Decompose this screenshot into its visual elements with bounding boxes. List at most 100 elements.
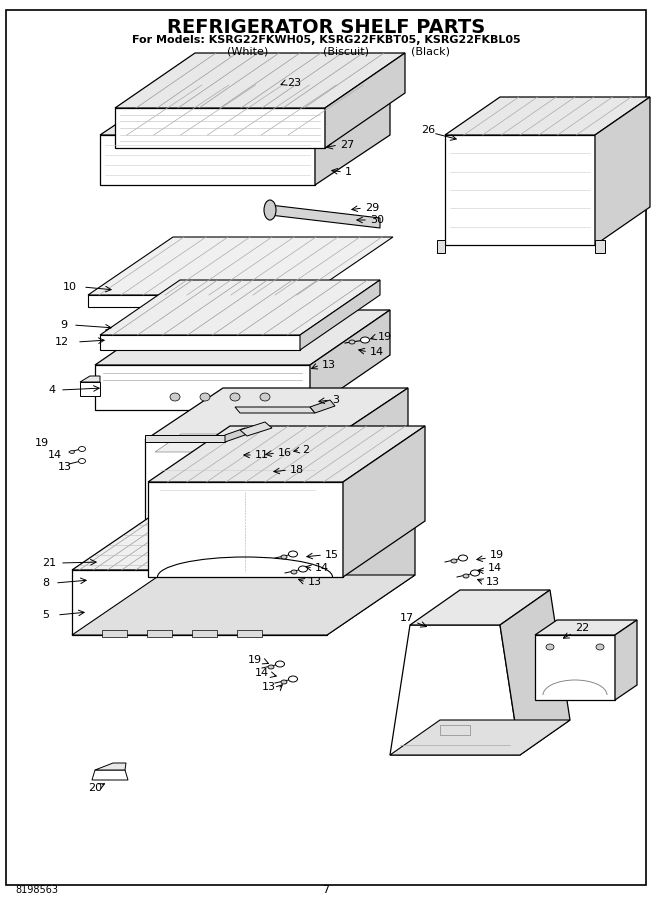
Polygon shape — [595, 240, 605, 253]
Text: 14: 14 — [488, 563, 502, 573]
Text: 14: 14 — [370, 347, 384, 357]
Text: 26: 26 — [421, 125, 435, 135]
Polygon shape — [343, 426, 425, 577]
Ellipse shape — [200, 393, 210, 401]
Text: 8198563: 8198563 — [15, 885, 58, 895]
Text: (Black): (Black) — [411, 47, 450, 57]
Text: 22: 22 — [575, 623, 589, 633]
Text: 10: 10 — [63, 282, 77, 292]
Polygon shape — [95, 310, 390, 365]
Polygon shape — [72, 575, 415, 635]
Polygon shape — [235, 407, 315, 413]
Polygon shape — [80, 382, 100, 396]
Ellipse shape — [546, 644, 554, 650]
Ellipse shape — [288, 551, 297, 557]
Polygon shape — [310, 400, 335, 413]
Text: 9: 9 — [60, 320, 67, 330]
Text: 23: 23 — [287, 78, 301, 88]
Polygon shape — [100, 135, 315, 185]
Polygon shape — [115, 108, 325, 148]
Polygon shape — [440, 725, 470, 735]
Text: (Biscuit): (Biscuit) — [323, 47, 368, 57]
Ellipse shape — [70, 451, 74, 454]
Text: 19: 19 — [378, 332, 392, 342]
Polygon shape — [390, 720, 570, 755]
Polygon shape — [100, 85, 390, 135]
Ellipse shape — [288, 676, 297, 682]
Text: 13: 13 — [322, 360, 336, 370]
Text: 30: 30 — [370, 215, 384, 225]
Text: 4: 4 — [48, 385, 55, 395]
Polygon shape — [92, 770, 128, 780]
Ellipse shape — [299, 566, 308, 572]
Polygon shape — [327, 510, 415, 635]
Polygon shape — [72, 570, 327, 635]
Ellipse shape — [230, 393, 240, 401]
Ellipse shape — [260, 393, 270, 401]
Ellipse shape — [281, 555, 287, 559]
Text: 13: 13 — [58, 462, 72, 472]
Text: 7: 7 — [323, 885, 329, 895]
Text: 16: 16 — [278, 448, 292, 458]
Polygon shape — [145, 440, 330, 520]
Polygon shape — [225, 428, 245, 442]
Polygon shape — [72, 510, 415, 570]
Ellipse shape — [349, 340, 355, 344]
Polygon shape — [615, 620, 637, 700]
Polygon shape — [115, 53, 405, 108]
Text: 13: 13 — [262, 682, 276, 692]
Polygon shape — [410, 590, 550, 625]
Polygon shape — [155, 434, 348, 452]
Polygon shape — [88, 295, 308, 307]
Text: 12: 12 — [55, 337, 69, 347]
Polygon shape — [95, 365, 310, 410]
Polygon shape — [148, 426, 425, 482]
Ellipse shape — [451, 559, 457, 563]
Ellipse shape — [458, 555, 467, 561]
Polygon shape — [185, 68, 298, 88]
Polygon shape — [193, 92, 275, 111]
Text: 3: 3 — [332, 395, 339, 405]
Polygon shape — [237, 630, 262, 637]
Text: For Models: KSRG22FKWH05, KSRG22FKBT05, KSRG22FKBL05: For Models: KSRG22FKWH05, KSRG22FKBT05, … — [132, 35, 520, 45]
Polygon shape — [95, 763, 126, 770]
Polygon shape — [102, 630, 127, 637]
Polygon shape — [192, 630, 217, 637]
Text: 19: 19 — [35, 438, 49, 448]
Text: 13: 13 — [486, 577, 500, 587]
Ellipse shape — [78, 458, 85, 464]
Polygon shape — [535, 635, 615, 700]
Text: 14: 14 — [255, 668, 269, 678]
Text: 1: 1 — [345, 167, 352, 177]
Polygon shape — [310, 310, 390, 410]
Ellipse shape — [268, 665, 274, 669]
Ellipse shape — [281, 680, 287, 684]
Polygon shape — [100, 280, 380, 335]
Text: 17: 17 — [400, 613, 414, 623]
Ellipse shape — [471, 570, 479, 576]
Polygon shape — [315, 85, 390, 185]
Polygon shape — [300, 280, 380, 350]
Polygon shape — [185, 88, 280, 115]
Polygon shape — [325, 53, 405, 148]
Text: 14: 14 — [315, 563, 329, 573]
Text: 18: 18 — [290, 465, 304, 475]
Polygon shape — [500, 590, 570, 755]
Text: 11: 11 — [255, 450, 269, 460]
Polygon shape — [437, 240, 445, 253]
Text: 2: 2 — [302, 445, 309, 455]
Ellipse shape — [264, 200, 276, 220]
Text: 5: 5 — [42, 610, 49, 620]
Text: 20: 20 — [88, 783, 102, 793]
Polygon shape — [145, 435, 225, 442]
Polygon shape — [147, 630, 172, 637]
Text: 27: 27 — [340, 140, 354, 150]
Polygon shape — [145, 388, 408, 440]
Text: 15: 15 — [325, 550, 339, 560]
Polygon shape — [240, 422, 272, 436]
Text: 21: 21 — [42, 558, 56, 568]
Text: 29: 29 — [365, 203, 379, 213]
Polygon shape — [445, 135, 595, 245]
Ellipse shape — [78, 446, 85, 452]
Text: 8: 8 — [42, 578, 49, 588]
